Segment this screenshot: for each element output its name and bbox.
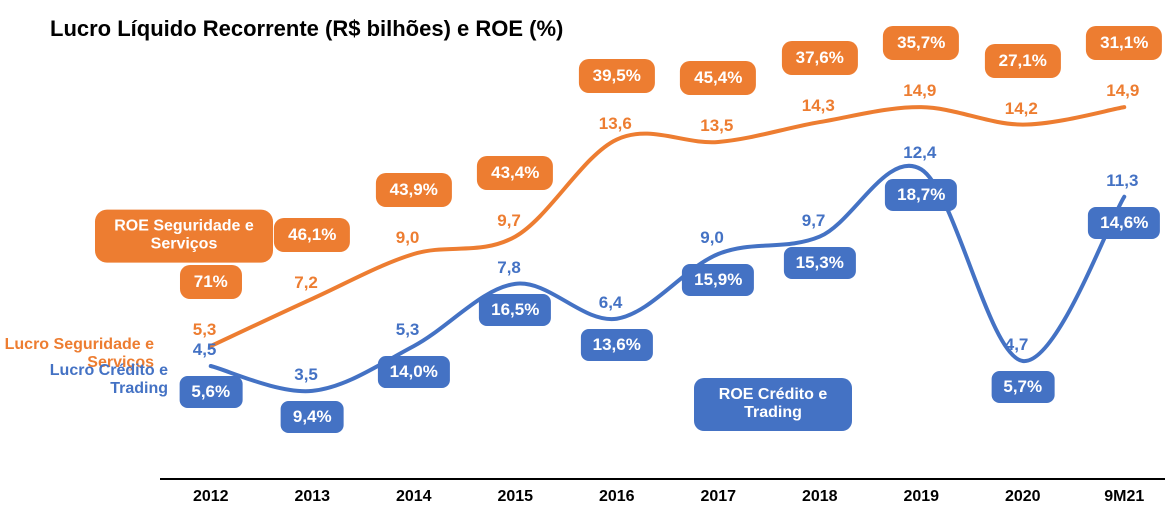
line-value-label: 9,7	[802, 211, 826, 231]
line-value-label: 14,9	[903, 81, 936, 101]
x-tick: 9M21	[1104, 488, 1144, 506]
line-value-label: 6,4	[599, 293, 623, 313]
x-tick: 2018	[802, 488, 838, 506]
roe-credito-pill: 18,7%	[885, 179, 957, 211]
roe-seguridade-pill: 45,4%	[680, 61, 756, 95]
line-value-label: 13,6	[599, 114, 632, 134]
roe-credito-pill: 13,6%	[581, 329, 653, 361]
line-value-label: 14,9	[1106, 81, 1139, 101]
roe-credito-pill: 14,6%	[1088, 207, 1160, 239]
line-value-label: 14,3	[802, 96, 835, 116]
line-value-label: 12,4	[903, 143, 936, 163]
roe-credito-label: ROE Crédito eTrading	[694, 378, 852, 431]
roe-credito-pill: 15,3%	[784, 247, 856, 279]
line-value-label: 5,3	[396, 320, 420, 340]
line-value-label: 7,8	[497, 258, 521, 278]
line-value-label: 11,3	[1106, 171, 1138, 191]
roe-credito-pill: 5,6%	[179, 376, 242, 408]
lucro-credito-label: Lucro Crédito eTrading	[18, 362, 168, 397]
roe-seguridade-pill: 71%	[180, 265, 242, 299]
line-value-label: 13,5	[700, 116, 733, 136]
roe-credito-pill: 15,9%	[682, 264, 754, 296]
x-tick: 2015	[497, 488, 533, 506]
roe-seguridade-label: ROE Seguridade eServiços	[95, 210, 273, 263]
x-tick: 2013	[294, 488, 330, 506]
x-tick: 2020	[1005, 488, 1041, 506]
roe-seguridade-pill: 35,7%	[883, 26, 959, 60]
line-value-label: 4,7	[1005, 335, 1029, 355]
line-value-label: 9,0	[700, 228, 724, 248]
line-value-label: 9,7	[497, 211, 521, 231]
roe-seguridade-pill: 43,4%	[477, 156, 553, 190]
x-tick: 2012	[193, 488, 229, 506]
x-tick: 2014	[396, 488, 432, 506]
line-value-label: 9,0	[396, 228, 420, 248]
x-tick: 2019	[903, 488, 939, 506]
roe-credito-pill: 9,4%	[281, 401, 344, 433]
lucro-credito-line	[211, 166, 1125, 391]
roe-seguridade-pill: 39,5%	[579, 59, 655, 93]
line-value-label: 7,2	[294, 273, 318, 293]
chart-container: Lucro Líquido Recorrente (R$ bilhões) e …	[0, 0, 1175, 514]
x-axis-line	[160, 478, 1165, 480]
line-value-label: 5,3	[193, 320, 217, 340]
roe-seguridade-pill: 46,1%	[274, 218, 350, 252]
line-value-label: 3,5	[294, 365, 318, 385]
roe-seguridade-pill: 27,1%	[985, 44, 1061, 78]
x-tick: 2016	[599, 488, 635, 506]
x-tick: 2017	[700, 488, 736, 506]
roe-credito-pill: 16,5%	[479, 294, 551, 326]
roe-credito-pill: 14,0%	[378, 356, 450, 388]
roe-credito-pill: 5,7%	[991, 371, 1054, 403]
line-value-label: 14,2	[1005, 99, 1038, 119]
roe-seguridade-pill: 43,9%	[376, 173, 452, 207]
roe-seguridade-pill: 31,1%	[1086, 26, 1162, 60]
roe-seguridade-pill: 37,6%	[782, 41, 858, 75]
line-value-label: 4,5	[193, 340, 217, 360]
